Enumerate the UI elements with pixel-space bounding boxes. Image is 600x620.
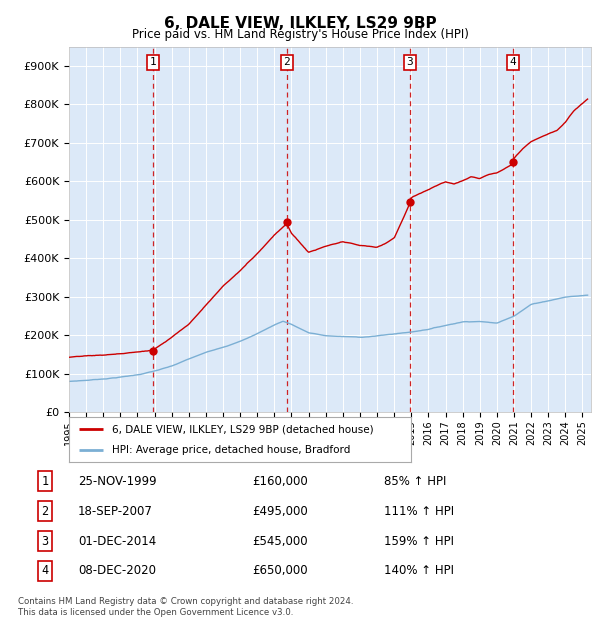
Text: 01-DEC-2014: 01-DEC-2014 bbox=[78, 534, 156, 547]
Text: HPI: Average price, detached house, Bradford: HPI: Average price, detached house, Brad… bbox=[112, 445, 350, 455]
Text: 08-DEC-2020: 08-DEC-2020 bbox=[78, 564, 156, 577]
Text: 6, DALE VIEW, ILKLEY, LS29 9BP (detached house): 6, DALE VIEW, ILKLEY, LS29 9BP (detached… bbox=[112, 424, 373, 435]
Text: 2: 2 bbox=[41, 505, 49, 518]
Text: 4: 4 bbox=[41, 564, 49, 577]
Text: 111% ↑ HPI: 111% ↑ HPI bbox=[384, 505, 454, 518]
Text: 6, DALE VIEW, ILKLEY, LS29 9BP: 6, DALE VIEW, ILKLEY, LS29 9BP bbox=[164, 16, 436, 30]
Text: Price paid vs. HM Land Registry's House Price Index (HPI): Price paid vs. HM Land Registry's House … bbox=[131, 28, 469, 41]
Text: 159% ↑ HPI: 159% ↑ HPI bbox=[384, 534, 454, 547]
Text: 4: 4 bbox=[509, 58, 517, 68]
Text: 3: 3 bbox=[407, 58, 413, 68]
Text: 3: 3 bbox=[41, 534, 49, 547]
Text: £160,000: £160,000 bbox=[252, 475, 308, 488]
Text: 1: 1 bbox=[149, 58, 156, 68]
Text: 18-SEP-2007: 18-SEP-2007 bbox=[78, 505, 153, 518]
Text: £495,000: £495,000 bbox=[252, 505, 308, 518]
Text: 2: 2 bbox=[283, 58, 290, 68]
Text: 140% ↑ HPI: 140% ↑ HPI bbox=[384, 564, 454, 577]
Text: £650,000: £650,000 bbox=[252, 564, 308, 577]
Text: £545,000: £545,000 bbox=[252, 534, 308, 547]
Text: 25-NOV-1999: 25-NOV-1999 bbox=[78, 475, 157, 488]
Text: 85% ↑ HPI: 85% ↑ HPI bbox=[384, 475, 446, 488]
Text: Contains HM Land Registry data © Crown copyright and database right 2024.
This d: Contains HM Land Registry data © Crown c… bbox=[18, 598, 353, 617]
Text: 1: 1 bbox=[41, 475, 49, 488]
